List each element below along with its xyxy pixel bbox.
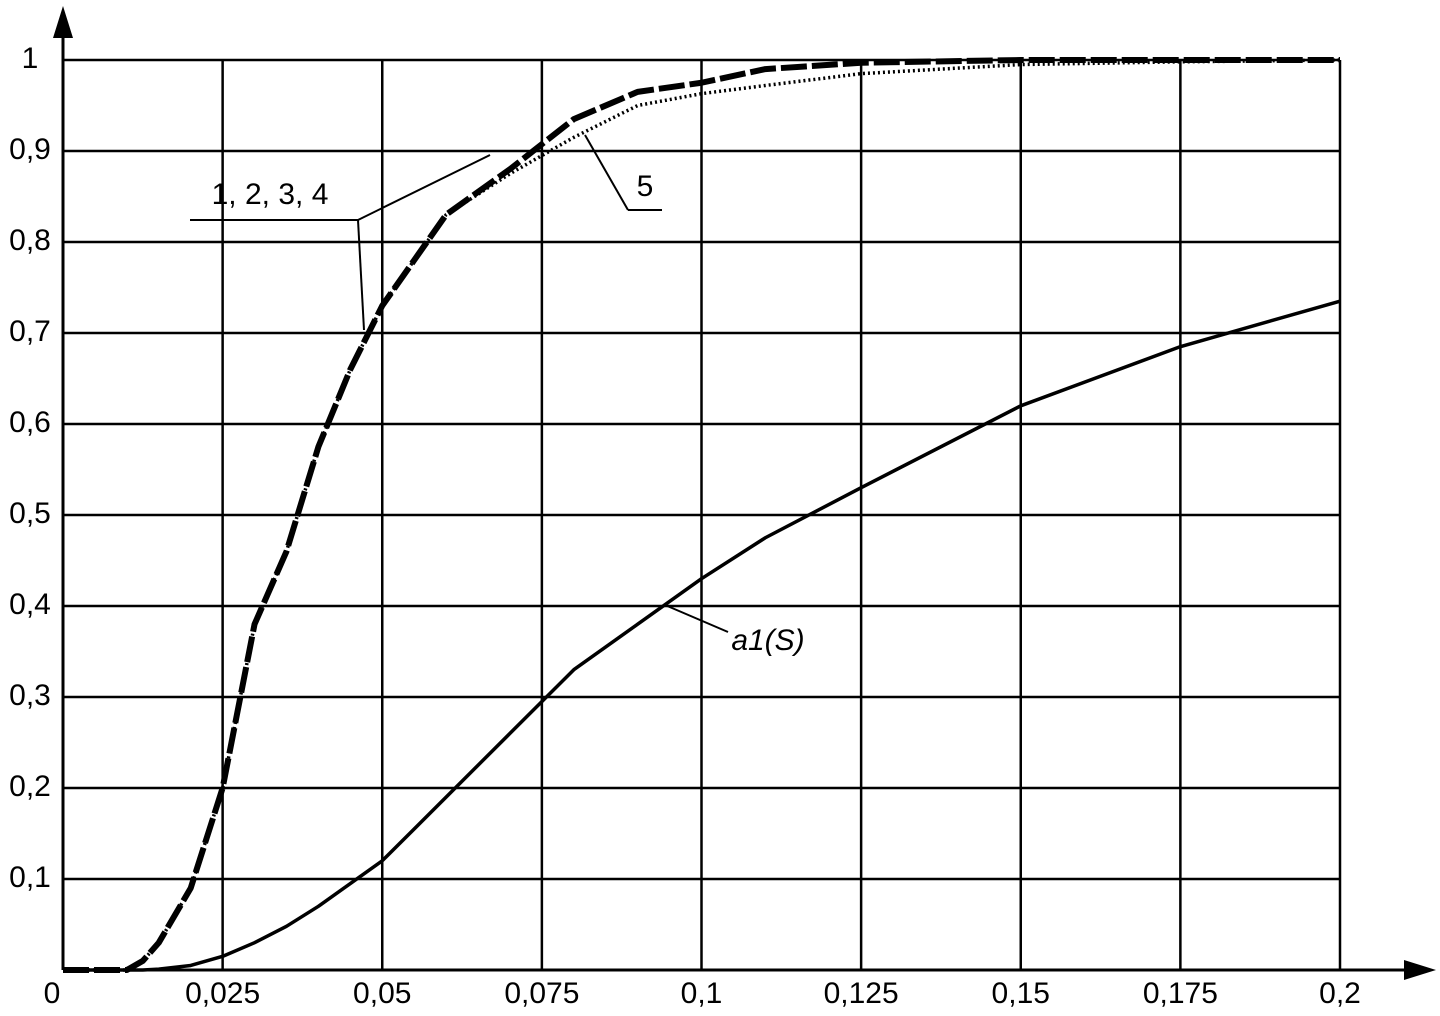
y-tick-label: 0,7 bbox=[9, 315, 51, 348]
y-tick-label: 0,2 bbox=[9, 770, 51, 803]
leader-line bbox=[357, 154, 491, 221]
y-tick-label: 0,9 bbox=[9, 133, 51, 166]
y-tick-label: 0,1 bbox=[9, 861, 51, 894]
y-axis-arrow bbox=[53, 6, 73, 38]
x-tick-label: 0 bbox=[44, 977, 61, 1010]
series-line bbox=[63, 299, 1341, 972]
x-tick-label: 0,125 bbox=[824, 977, 899, 1010]
y-tick-label: 0,3 bbox=[9, 679, 51, 712]
x-axis-arrow bbox=[1404, 960, 1436, 980]
y-tick-label: 0,6 bbox=[9, 406, 51, 439]
leader-line bbox=[357, 219, 365, 331]
series-label: a1(S) bbox=[731, 624, 804, 657]
leader-line bbox=[584, 134, 629, 211]
x-tick-label: 0,05 bbox=[353, 977, 411, 1010]
series-label: 5 bbox=[637, 170, 654, 203]
y-tick-label: 0,5 bbox=[9, 497, 51, 530]
y-tick-label: 0,8 bbox=[9, 224, 51, 257]
series-label: 1, 2, 3, 4 bbox=[212, 178, 329, 211]
y-tick-label: 1 bbox=[22, 42, 39, 75]
x-tick-label: 0,1 bbox=[681, 977, 723, 1010]
series-line bbox=[63, 57, 1340, 973]
leader-line bbox=[664, 604, 729, 633]
x-tick-label: 0,2 bbox=[1319, 977, 1361, 1010]
x-tick-label: 0,175 bbox=[1143, 977, 1218, 1010]
x-tick-label: 0,025 bbox=[185, 977, 260, 1010]
x-tick-label: 0,15 bbox=[992, 977, 1050, 1010]
y-tick-label: 0,4 bbox=[9, 588, 51, 621]
x-tick-label: 0,075 bbox=[504, 977, 579, 1010]
